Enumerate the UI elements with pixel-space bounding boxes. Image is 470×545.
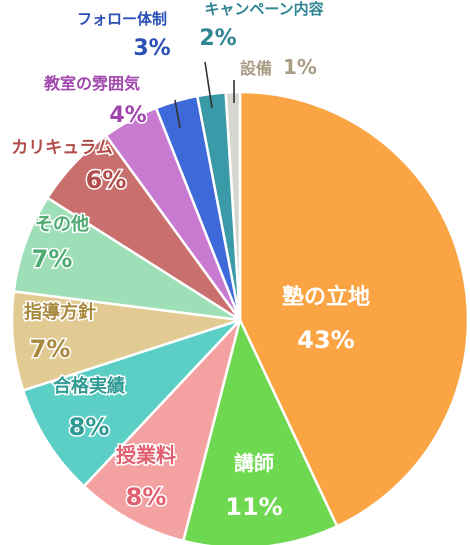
slice-3 [21,318,241,488]
leader-line-8 [174,99,181,129]
slice-label-7: 教室の雰囲気 [44,74,140,93]
slice-label-2: 授業料 [116,443,176,467]
slice-percent-10: 1% [283,55,317,79]
slice-0 [238,90,470,528]
slice-2 [82,319,242,543]
slice-label-4: 指導方針 [24,301,96,323]
slice-label-6: カリキュラム [11,138,113,158]
slice-percent-0: 43% [297,326,354,354]
slice-labels: 塾の立地43%講師11%授業料8%合格実績8%指導方針7%その他7%カリキュラム… [10,0,370,521]
slice-label-10: 設備 [240,59,272,78]
pie-slices [10,90,470,545]
slice-1 [181,316,339,545]
slice-percent-4: 7% [30,335,71,363]
slice-10 [224,90,242,321]
slice-percent-5: 7% [32,245,73,273]
leader-lines [174,61,235,129]
slice-label-5: その他 [35,213,89,235]
slice-percent-6: 6% [86,166,127,194]
slice-percent-8: 3% [133,36,170,61]
slice-percent-9: 2% [199,26,236,51]
leader-line-9 [204,61,213,109]
slice-label-8: フォロー体制 [77,10,167,28]
slice-percent-7: 4% [109,103,146,128]
slice-percent-3: 8% [69,413,110,441]
slice-label-1: 講師 [234,451,274,475]
slice-percent-1: 11% [225,493,282,521]
slice-label-9: キャンペーン内容 [204,0,323,18]
slice-percent-2: 8% [126,483,167,511]
slice-label-0: 塾の立地 [282,284,370,310]
slice-label-3: 合格実績 [53,375,125,397]
